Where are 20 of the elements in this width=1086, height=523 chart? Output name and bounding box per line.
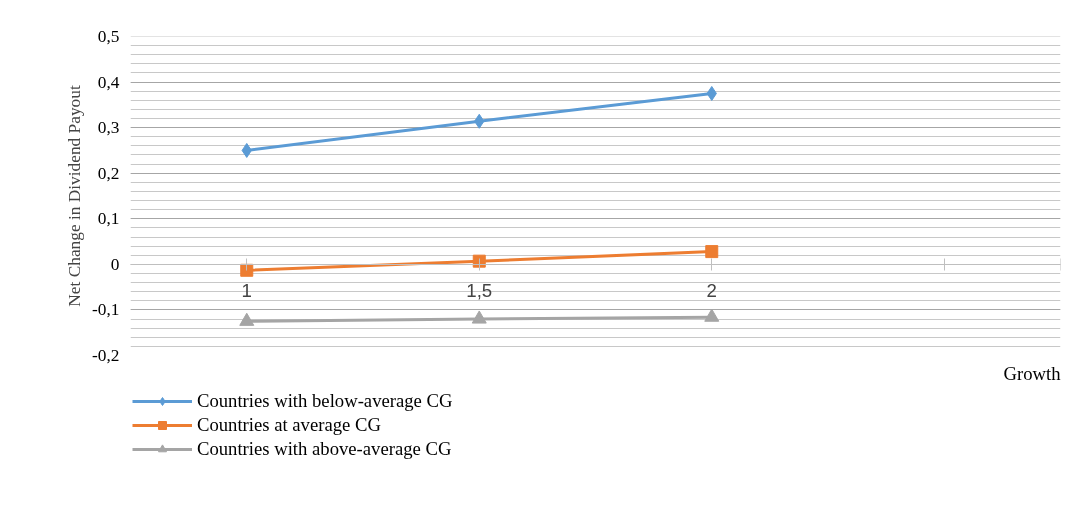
y-tick-label: 0,4 <box>97 72 120 92</box>
y-tick-label: -0,2 <box>92 346 120 365</box>
y-tick-label: 0,2 <box>97 163 120 183</box>
y-tick-label: 0 <box>110 254 120 274</box>
y-axis-title: Net Change in Dividend Payout <box>65 85 85 307</box>
legend-label: Countries at average CG <box>197 414 381 436</box>
x-tick-label: 1 <box>241 280 252 302</box>
y-tick-label: 0,1 <box>97 209 120 229</box>
point <box>471 310 487 324</box>
point <box>704 308 720 322</box>
y-tick-label: 0,3 <box>97 118 120 138</box>
legend-label: Countries with above-average CG <box>197 438 452 460</box>
point <box>239 312 255 326</box>
x-tick-label: 2 <box>706 280 717 302</box>
point <box>705 245 719 259</box>
x-tick-label: 1,5 <box>466 280 493 302</box>
x-axis-title: Growth <box>1003 362 1062 384</box>
legend-label: Countries with below-average CG <box>197 390 453 412</box>
y-tick-label: 0,5 <box>97 27 120 46</box>
y-tick-label: -0,1 <box>92 300 120 320</box>
